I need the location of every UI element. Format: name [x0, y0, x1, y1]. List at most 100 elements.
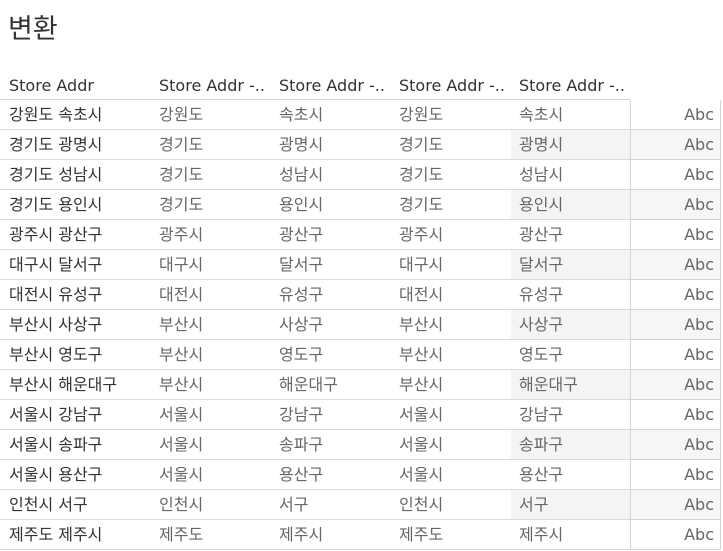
cell-abc-placeholder[interactable]: Abc: [684, 315, 714, 334]
cell-split-4[interactable]: 사상구: [519, 315, 564, 334]
cell-store-addr[interactable]: 경기도 광명시: [9, 135, 103, 154]
column-header-store-addr-split-4[interactable]: Store Addr -..: [519, 76, 625, 95]
table-row[interactable]: 인천시 서구 인천시 서구 인천시 서구 Abc: [0, 490, 723, 520]
cell-split-2[interactable]: 유성구: [279, 285, 324, 304]
cell-split-1[interactable]: 서울시: [159, 405, 204, 424]
cell-split-1[interactable]: 제주도: [159, 525, 204, 544]
table-row[interactable]: 서울시 송파구 서울시 송파구 서울시 송파구 Abc: [0, 430, 723, 460]
cell-split-4[interactable]: 광명시: [519, 135, 564, 154]
cell-split-1[interactable]: 경기도: [159, 135, 204, 154]
cell-split-3[interactable]: 부산시: [399, 315, 444, 334]
cell-store-addr[interactable]: 서울시 송파구: [9, 435, 103, 454]
cell-split-2[interactable]: 광산구: [279, 225, 324, 244]
cell-split-1[interactable]: 부산시: [159, 375, 204, 394]
table-row[interactable]: 서울시 용산구 서울시 용산구 서울시 용산구 Abc: [0, 460, 723, 490]
cell-abc-placeholder[interactable]: Abc: [684, 405, 714, 424]
cell-split-3[interactable]: 대구시: [399, 255, 444, 274]
cell-store-addr[interactable]: 광주시 광산구: [9, 225, 103, 244]
cell-abc-placeholder[interactable]: Abc: [684, 465, 714, 484]
cell-abc-placeholder[interactable]: Abc: [684, 255, 714, 274]
cell-split-3[interactable]: 제주도: [399, 525, 444, 544]
cell-split-1[interactable]: 경기도: [159, 165, 204, 184]
cell-abc-placeholder[interactable]: Abc: [684, 105, 714, 124]
cell-split-4[interactable]: 광산구: [519, 225, 564, 244]
cell-split-4[interactable]: 제주시: [519, 525, 564, 544]
cell-split-2[interactable]: 강남구: [279, 405, 324, 424]
cell-abc-placeholder[interactable]: Abc: [684, 225, 714, 244]
cell-split-3[interactable]: 부산시: [399, 345, 444, 364]
cell-split-3[interactable]: 강원도: [399, 105, 444, 124]
cell-abc-placeholder[interactable]: Abc: [684, 375, 714, 394]
cell-abc-placeholder[interactable]: Abc: [684, 435, 714, 454]
cell-store-addr[interactable]: 경기도 용인시: [9, 195, 103, 214]
table-row[interactable]: 제주도 제주시 제주도 제주시 제주도 제주시 Abc: [0, 520, 723, 550]
cell-split-4[interactable]: 용인시: [519, 195, 564, 214]
cell-store-addr[interactable]: 부산시 해운대구: [9, 375, 118, 394]
cell-store-addr[interactable]: 경기도 성남시: [9, 165, 103, 184]
table-row[interactable]: 서울시 강남구 서울시 강남구 서울시 강남구 Abc: [0, 400, 723, 430]
cell-split-4[interactable]: 용산구: [519, 465, 564, 484]
cell-split-2[interactable]: 사상구: [279, 315, 324, 334]
cell-split-3[interactable]: 경기도: [399, 195, 444, 214]
table-row[interactable]: 부산시 해운대구 부산시 해운대구 부산시 해운대구 Abc: [0, 370, 723, 400]
column-header-store-addr-split-2[interactable]: Store Addr -..: [279, 76, 385, 95]
column-header-store-addr-split-3[interactable]: Store Addr -..: [399, 76, 505, 95]
table-row[interactable]: 광주시 광산구 광주시 광산구 광주시 광산구 Abc: [0, 220, 723, 250]
table-row[interactable]: 경기도 성남시 경기도 성남시 경기도 성남시 Abc: [0, 160, 723, 190]
table-row[interactable]: 부산시 영도구 부산시 영도구 부산시 영도구 Abc: [0, 340, 723, 370]
cell-split-4[interactable]: 속초시: [519, 105, 564, 124]
cell-split-1[interactable]: 대전시: [159, 285, 204, 304]
cell-split-3[interactable]: 경기도: [399, 135, 444, 154]
cell-abc-placeholder[interactable]: Abc: [684, 525, 714, 544]
cell-abc-placeholder[interactable]: Abc: [684, 495, 714, 514]
cell-abc-placeholder[interactable]: Abc: [684, 285, 714, 304]
cell-split-2[interactable]: 달서구: [279, 255, 324, 274]
cell-store-addr[interactable]: 서울시 강남구: [9, 405, 103, 424]
cell-split-3[interactable]: 광주시: [399, 225, 444, 244]
cell-split-3[interactable]: 서울시: [399, 405, 444, 424]
table-row[interactable]: 경기도 용인시 경기도 용인시 경기도 용인시 Abc: [0, 190, 723, 220]
table-row[interactable]: 대전시 유성구 대전시 유성구 대전시 유성구 Abc: [0, 280, 723, 310]
cell-abc-placeholder[interactable]: Abc: [684, 165, 714, 184]
table-row[interactable]: 대구시 달서구 대구시 달서구 대구시 달서구 Abc: [0, 250, 723, 280]
table-row[interactable]: 강원도 속초시 강원도 속초시 강원도 속초시 Abc: [0, 100, 723, 130]
cell-split-1[interactable]: 부산시: [159, 315, 204, 334]
cell-split-2[interactable]: 영도구: [279, 345, 324, 364]
cell-split-1[interactable]: 부산시: [159, 345, 204, 364]
cell-abc-placeholder[interactable]: Abc: [684, 345, 714, 364]
cell-store-addr[interactable]: 대구시 달서구: [9, 255, 103, 274]
cell-split-4[interactable]: 달서구: [519, 255, 564, 274]
cell-split-4[interactable]: 영도구: [519, 345, 564, 364]
cell-store-addr[interactable]: 강원도 속초시: [9, 105, 103, 124]
cell-split-1[interactable]: 대구시: [159, 255, 204, 274]
table-row[interactable]: 부산시 사상구 부산시 사상구 부산시 사상구 Abc: [0, 310, 723, 340]
cell-store-addr[interactable]: 부산시 사상구: [9, 315, 103, 334]
cell-split-2[interactable]: 광명시: [279, 135, 324, 154]
cell-split-4[interactable]: 강남구: [519, 405, 564, 424]
cell-split-2[interactable]: 제주시: [279, 525, 324, 544]
cell-split-2[interactable]: 서구: [279, 495, 309, 514]
cell-store-addr[interactable]: 부산시 영도구: [9, 345, 103, 364]
cell-split-3[interactable]: 부산시: [399, 375, 444, 394]
column-header-store-addr[interactable]: Store Addr: [9, 76, 94, 95]
table-row[interactable]: 경기도 광명시 경기도 광명시 경기도 광명시 Abc: [0, 130, 723, 160]
cell-split-4[interactable]: 성남시: [519, 165, 564, 184]
cell-split-1[interactable]: 강원도: [159, 105, 204, 124]
cell-split-3[interactable]: 서울시: [399, 435, 444, 454]
cell-split-2[interactable]: 용산구: [279, 465, 324, 484]
cell-split-3[interactable]: 대전시: [399, 285, 444, 304]
cell-abc-placeholder[interactable]: Abc: [684, 195, 714, 214]
cell-split-2[interactable]: 속초시: [279, 105, 324, 124]
cell-store-addr[interactable]: 제주도 제주시: [9, 525, 103, 544]
cell-split-1[interactable]: 인천시: [159, 495, 204, 514]
cell-split-1[interactable]: 서울시: [159, 465, 204, 484]
cell-split-1[interactable]: 경기도: [159, 195, 204, 214]
cell-split-2[interactable]: 용인시: [279, 195, 324, 214]
cell-abc-placeholder[interactable]: Abc: [684, 135, 714, 154]
cell-split-2[interactable]: 해운대구: [279, 375, 338, 394]
cell-split-4[interactable]: 유성구: [519, 285, 564, 304]
cell-store-addr[interactable]: 서울시 용산구: [9, 465, 103, 484]
cell-split-1[interactable]: 서울시: [159, 435, 204, 454]
cell-split-4[interactable]: 해운대구: [519, 375, 578, 394]
cell-split-4[interactable]: 송파구: [519, 435, 564, 454]
